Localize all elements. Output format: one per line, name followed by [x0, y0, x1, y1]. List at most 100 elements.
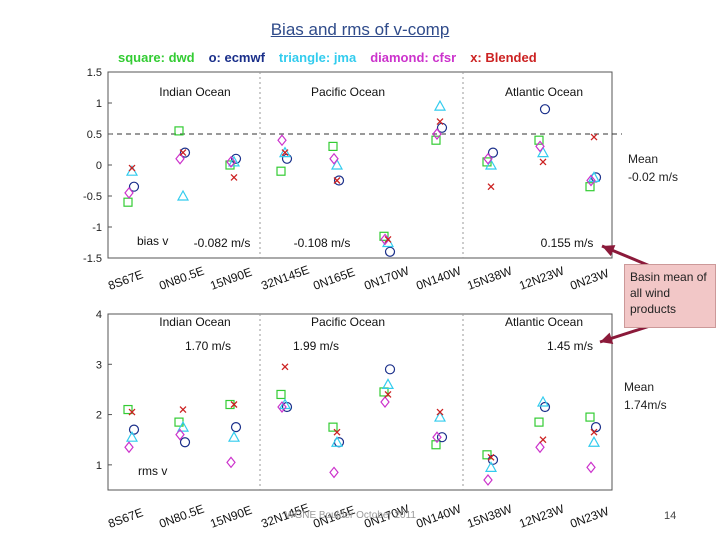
- point-x: [128, 164, 136, 172]
- category-label: 8S67E: [106, 505, 145, 530]
- point-diamond: [226, 155, 236, 168]
- point-circle: [333, 175, 345, 186]
- point-triangle: [176, 189, 190, 201]
- point-x: [333, 428, 341, 436]
- point-x: [230, 401, 238, 408]
- legend-item-triangle: triangle: jma: [278, 50, 357, 65]
- point-x: [539, 436, 547, 444]
- category-label: 12N23W: [517, 501, 566, 530]
- slide-title: Bias and rms of v-comp: [270, 20, 450, 39]
- category-label: 32N145E: [259, 263, 311, 293]
- point-triangle: [176, 420, 190, 432]
- point-circle: [179, 437, 191, 448]
- legend-item-diamond: diamond: cfsr: [370, 50, 457, 65]
- point-x: [384, 235, 392, 243]
- basin-mean-label: 1.70 m/s: [185, 339, 231, 353]
- point-x: [281, 363, 289, 371]
- category-label: 0N23W: [568, 504, 611, 531]
- y-tick-label: 0.5: [87, 129, 102, 141]
- y-tick-label: -1: [92, 222, 102, 234]
- callout-arrow-bias-head: [602, 245, 616, 257]
- category-label: 0N165E: [311, 265, 357, 293]
- basin-mean-label: -0.108 m/s: [294, 236, 351, 250]
- basin-mean-label: 1.45 m/s: [547, 339, 593, 353]
- category-label: 15N38W: [465, 501, 514, 530]
- point-circle: [539, 104, 551, 115]
- y-tick-label: 0: [96, 160, 102, 172]
- category-label: 15N38W: [465, 263, 514, 292]
- point-x: [436, 118, 444, 126]
- panel-label: rms v: [138, 464, 167, 478]
- rms-mean-callout: Mean 1.74m/s: [624, 380, 667, 412]
- point-diamond: [535, 140, 545, 153]
- point-square: [276, 166, 286, 176]
- point-circle: [487, 147, 499, 158]
- point-diamond: [432, 431, 442, 444]
- plot-frame: [107, 313, 613, 491]
- point-square: [431, 440, 441, 450]
- point-diamond: [586, 461, 596, 474]
- point-diamond: [226, 456, 236, 469]
- point-square: [174, 126, 184, 136]
- point-circle: [230, 422, 242, 433]
- point-triangle: [125, 430, 139, 442]
- callout-arrow-rms-head: [600, 332, 614, 345]
- point-square: [482, 157, 492, 167]
- region-label: Indian Ocean: [159, 85, 230, 99]
- basin-mean-label: -0.082 m/s: [194, 236, 251, 250]
- point-square: [431, 135, 441, 145]
- y-tick-label: -1.5: [83, 253, 102, 265]
- y-tick-label: 4: [96, 309, 102, 321]
- point-diamond: [483, 473, 493, 486]
- point-triangle: [227, 155, 241, 167]
- point-x: [384, 390, 392, 398]
- point-circle: [436, 432, 448, 443]
- point-x: [436, 408, 444, 416]
- basin-mean-box: Basin mean of all wind products: [624, 264, 716, 328]
- y-tick-label: 3: [96, 359, 102, 371]
- region-label: Pacific Ocean: [311, 315, 385, 329]
- point-x: [333, 177, 341, 184]
- y-tick-label: -0.5: [83, 191, 102, 203]
- point-x: [230, 173, 238, 181]
- point-diamond: [483, 152, 493, 165]
- point-diamond: [535, 441, 545, 454]
- point-triangle: [587, 435, 601, 447]
- point-triangle: [433, 99, 447, 111]
- point-square: [585, 182, 595, 192]
- point-x: [487, 453, 495, 461]
- point-square: [328, 141, 338, 151]
- point-x: [281, 149, 289, 157]
- legend-item-x: x: Blended: [470, 50, 537, 65]
- point-x: [590, 428, 598, 436]
- point-x: [128, 408, 136, 416]
- point-square: [482, 450, 492, 460]
- point-circle: [179, 147, 191, 158]
- category-label: 0N80.5E: [157, 502, 206, 531]
- region-label: Indian Ocean: [159, 315, 230, 329]
- basin-mean-label: 0.155 m/s: [541, 236, 594, 250]
- point-circle: [384, 246, 396, 257]
- point-triangle: [484, 461, 498, 472]
- point-triangle: [330, 158, 344, 170]
- point-diamond: [586, 174, 596, 187]
- point-triangle: [536, 395, 550, 407]
- point-diamond: [380, 396, 390, 408]
- point-triangle: [278, 398, 292, 410]
- category-label: 0N23W: [568, 266, 611, 293]
- point-triangle: [381, 378, 395, 389]
- category-label: 8S67E: [106, 267, 145, 292]
- region-label: Atlantic Ocean: [505, 315, 583, 329]
- legend-item-square: square: dwd: [118, 50, 195, 65]
- point-diamond: [380, 233, 390, 246]
- point-circle: [230, 153, 242, 164]
- point-circle: [384, 364, 396, 375]
- category-label: 0N170W: [362, 263, 411, 292]
- category-label: 0N80.5E: [157, 264, 206, 293]
- point-x: [590, 133, 598, 141]
- point-diamond: [277, 134, 287, 147]
- page-number: 14: [664, 510, 677, 522]
- y-tick-label: 1: [96, 98, 102, 110]
- footer-text: WGNE Boulder October 2011: [285, 510, 416, 521]
